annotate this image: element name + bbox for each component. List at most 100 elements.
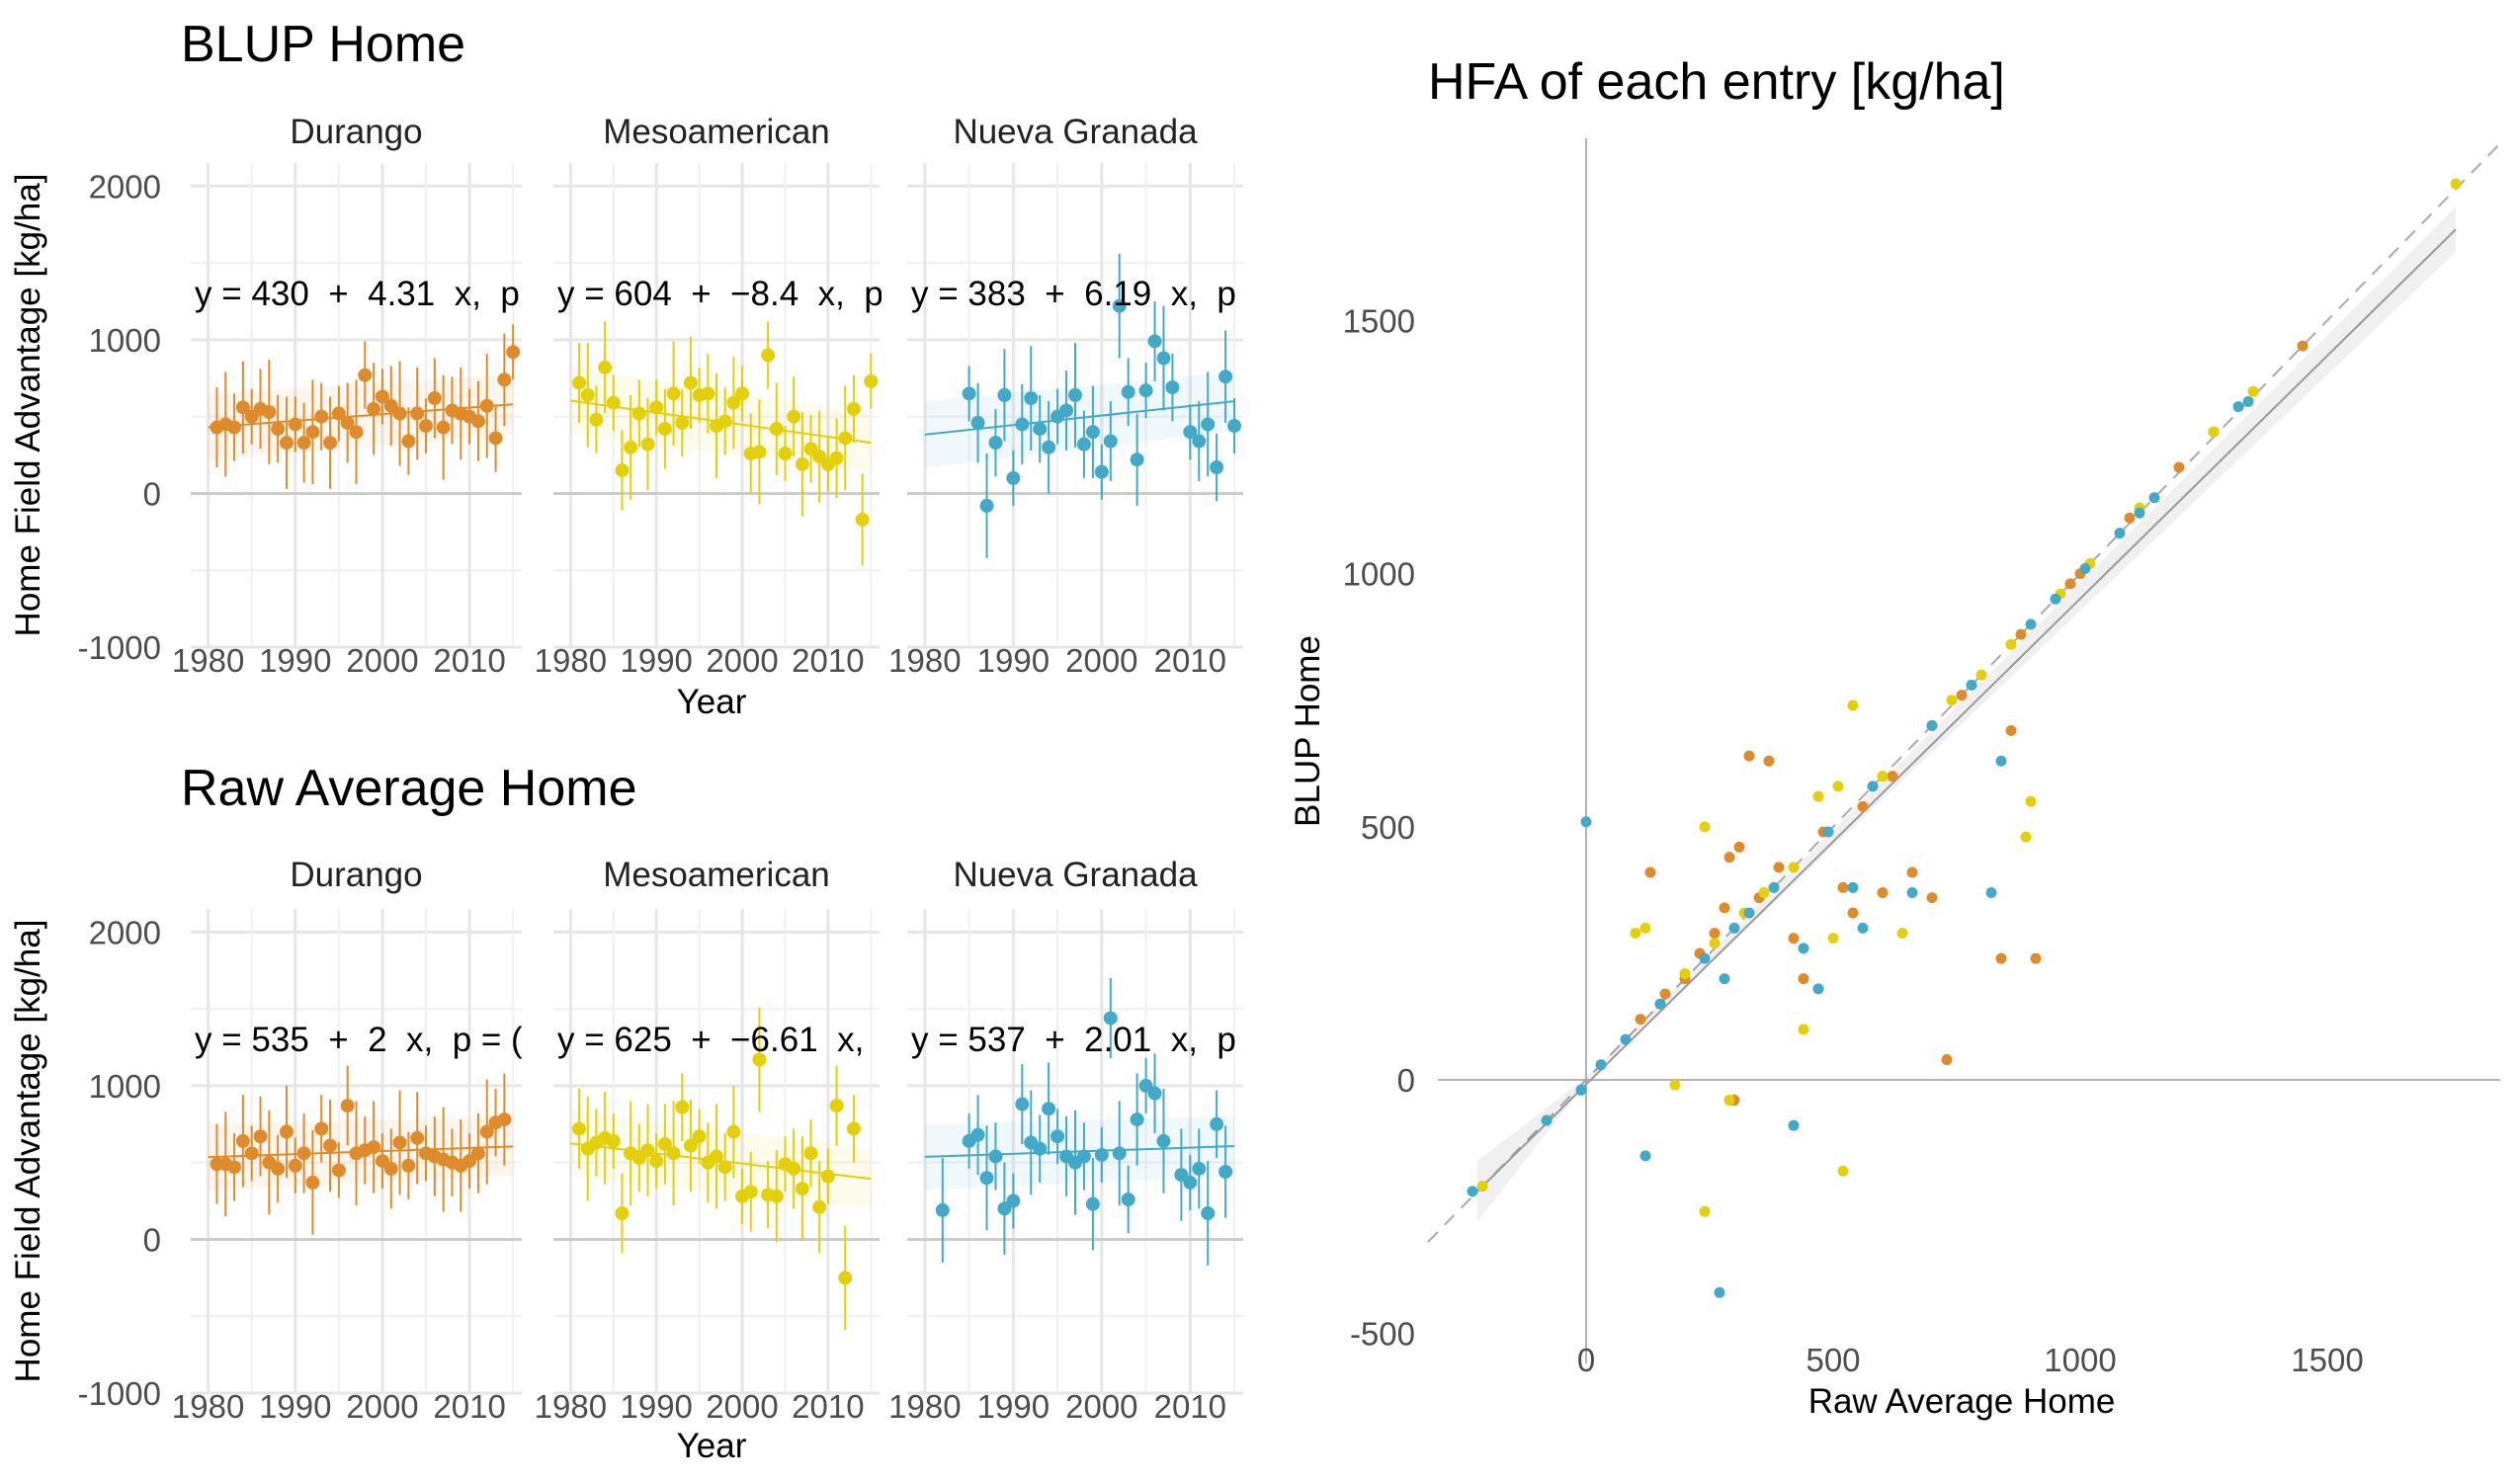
regression-equation: y = 625 + −6.61 x,	[557, 1021, 864, 1059]
data-point	[401, 1158, 416, 1173]
x-tick-label: 1990	[259, 1388, 331, 1425]
data-point	[1210, 460, 1224, 474]
data-point	[410, 1130, 425, 1145]
x-tick-label: 2010	[1154, 1388, 1226, 1425]
data-point	[2015, 628, 2027, 640]
data-point	[657, 422, 672, 437]
data-point	[2005, 725, 2017, 737]
data-point	[640, 1143, 655, 1158]
data-point	[1743, 907, 1755, 919]
data-point	[253, 1129, 268, 1144]
data-point	[710, 1149, 723, 1164]
data-point	[1906, 866, 1918, 878]
data-point	[787, 409, 801, 424]
x-tick-label: 1990	[620, 1388, 692, 1425]
data-point	[1192, 1161, 1207, 1176]
data-point	[506, 345, 521, 360]
data-point	[666, 386, 681, 401]
data-point	[598, 360, 613, 374]
regression-equation: y = 383 + 6.19 x, p	[911, 275, 1236, 313]
y-tick-label: 0	[1397, 1062, 1415, 1099]
x-tick-label: 2010	[433, 642, 505, 679]
equation-group: y = 604 + −8.4 x, p	[557, 275, 882, 313]
data-point	[2124, 512, 2136, 524]
series-nueva-granada	[1467, 395, 2254, 1298]
panel-strip-label: Mesoamerican	[603, 856, 830, 894]
data-point	[683, 375, 698, 390]
data-point	[1183, 1175, 1198, 1190]
panel-mesoamerican: Mesoamerican 1980 1990 2000 2010 y = 604 + −8…	[535, 113, 882, 679]
y-tick-label: 0	[143, 475, 161, 512]
x-tick-label: 1980	[888, 642, 961, 679]
data-point	[427, 391, 442, 405]
facet-chart-1: Raw Average Home Home Field Advantage [kg…	[9, 760, 1243, 1465]
data-point	[296, 1146, 311, 1161]
data-point	[572, 1121, 587, 1136]
data-point	[1946, 695, 1958, 706]
data-point	[367, 1140, 381, 1155]
data-point	[1015, 417, 1030, 432]
y-tick-label: 0	[143, 1221, 161, 1258]
data-point	[735, 386, 750, 401]
data-point	[2114, 528, 2126, 539]
x-tick-label: 2000	[346, 1388, 418, 1425]
data-point	[392, 406, 407, 421]
data-point	[1788, 933, 1800, 945]
data-point	[314, 1121, 329, 1136]
data-point	[1941, 1054, 1953, 1066]
data-point	[279, 436, 294, 451]
data-point	[701, 386, 715, 401]
data-point	[1699, 821, 1711, 833]
data-point	[340, 415, 355, 430]
data-point	[331, 1163, 346, 1178]
data-point	[2050, 593, 2061, 605]
data-point	[1138, 383, 1153, 398]
data-point	[479, 398, 494, 413]
data-point	[1857, 922, 1869, 934]
data-point	[1042, 1102, 1056, 1116]
data-point	[1103, 434, 1118, 449]
data-point	[1832, 781, 1844, 792]
x-tick-label: 1990	[977, 1388, 1050, 1425]
data-point	[271, 422, 286, 437]
data-point	[358, 368, 373, 382]
data-point	[1798, 943, 1809, 954]
data-point	[1121, 1193, 1135, 1206]
data-point	[1867, 781, 1879, 792]
x-tick-label: 2000	[1065, 642, 1137, 679]
data-point	[829, 1099, 844, 1113]
data-point	[1156, 351, 1171, 366]
data-point	[2025, 795, 2037, 807]
y-axis-label: BLUP Home	[1289, 635, 1327, 827]
data-point	[2134, 507, 2145, 519]
data-point	[1857, 800, 1869, 812]
data-point	[1130, 1112, 1144, 1127]
data-point	[589, 412, 604, 427]
data-point	[2297, 340, 2309, 352]
y-axis-label: Home Field Advantage [kg/ha]	[9, 174, 47, 637]
data-point	[279, 1124, 294, 1139]
data-point	[1699, 952, 1711, 964]
data-point	[383, 1161, 398, 1176]
data-point	[962, 386, 976, 401]
x-tick-label: 1990	[977, 642, 1050, 679]
x-tick-label: 2000	[706, 1388, 778, 1425]
data-point	[1467, 1186, 1478, 1197]
data-point	[470, 414, 485, 429]
data-point	[1541, 1114, 1553, 1126]
data-point	[392, 1135, 407, 1150]
data-point	[1165, 380, 1180, 395]
data-point	[1006, 1194, 1021, 1208]
data-point	[631, 406, 646, 421]
data-point	[470, 1146, 485, 1161]
data-point	[743, 1185, 758, 1199]
x-axis-label: Year	[677, 1427, 747, 1465]
data-point	[1723, 1095, 1735, 1107]
x-tick-label: 1000	[2044, 1342, 2116, 1378]
equation-group: y = 383 + 6.19 x, p	[911, 275, 1236, 313]
data-point	[1847, 907, 1859, 919]
data-point	[692, 1129, 707, 1144]
data-point	[323, 436, 338, 451]
y-tick-label: 2000	[89, 168, 161, 205]
data-point	[227, 420, 242, 435]
